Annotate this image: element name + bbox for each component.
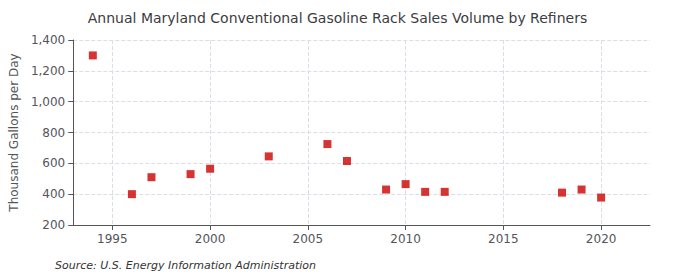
svg-text:2020: 2020	[586, 232, 617, 246]
svg-text:2000: 2000	[195, 232, 226, 246]
svg-text:1,200: 1,200	[31, 64, 65, 78]
svg-text:Annual Maryland Conventional G: Annual Maryland Conventional Gasoline Ra…	[88, 10, 587, 26]
svg-text:2015: 2015	[488, 232, 519, 246]
svg-text:2010: 2010	[390, 232, 421, 246]
svg-text:1,000: 1,000	[31, 95, 65, 109]
svg-text:800: 800	[42, 126, 65, 140]
svg-text:400: 400	[42, 187, 65, 201]
svg-text:2005: 2005	[293, 232, 324, 246]
svg-text:1,400: 1,400	[31, 33, 65, 47]
svg-text:200: 200	[42, 218, 65, 232]
svg-text:1995: 1995	[97, 232, 128, 246]
svg-text:Thousand Gallons per Day: Thousand Gallons per Day	[7, 53, 21, 212]
svg-text:Source: U.S. Energy Informatio: Source: U.S. Energy Information Administ…	[55, 259, 316, 272]
svg-text:600: 600	[42, 156, 65, 170]
